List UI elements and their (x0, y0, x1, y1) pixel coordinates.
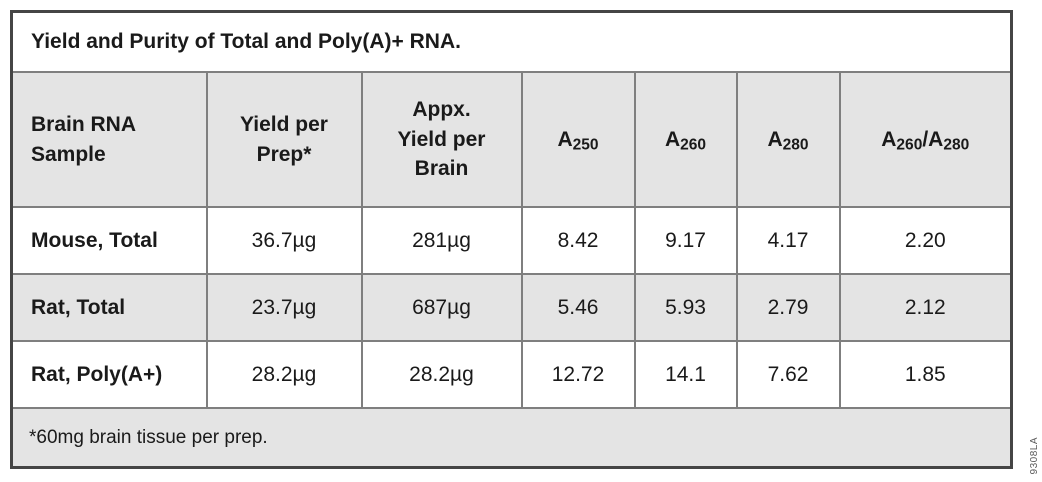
figure-number-watermark: 9308LA (1029, 436, 1040, 474)
a260-cell: 9.17 (633, 206, 738, 275)
table-footnote: *60mg brain tissue per prep. (10, 407, 1013, 469)
table-footnote-row: *60mg brain tissue per prep. (10, 407, 1013, 469)
col-header-a260-a280-ratio: A260/A280 (838, 71, 1013, 208)
ratio-sub1: 260 (896, 136, 923, 154)
a280-base: A (767, 127, 783, 151)
a260-cell: 5.93 (633, 273, 738, 342)
a250-base: A (557, 127, 573, 151)
a280-cell: 7.62 (735, 340, 841, 409)
rna-yield-purity-table: Yield and Purity of Total and Poly(A)+ R… (10, 10, 1014, 469)
a260-base: A (664, 127, 681, 151)
ratio-cell: 1.85 (838, 340, 1013, 409)
a280-sub: 280 (782, 136, 809, 154)
col-header-yield-per-prep: Yield per Prep* (205, 71, 363, 208)
ratio-cell: 2.20 (838, 206, 1013, 275)
table-header-row: Brain RNA Sample Yield per Prep* Appx. Y… (10, 71, 1013, 208)
a250-cell: 12.72 (520, 340, 636, 409)
a260-cell: 14.1 (633, 340, 738, 409)
col-header-a280: A280 (735, 71, 841, 208)
a250-cell: 8.42 (520, 206, 636, 275)
a250-sub: 250 (572, 136, 599, 154)
col-header-a260: A260 (633, 71, 738, 208)
ratio-sub2: 280 (943, 136, 970, 154)
table-row: Mouse, Total 36.7µg 281µg 8.42 9.17 4.17… (10, 206, 1013, 275)
col-header-sample: Brain RNA Sample (10, 71, 208, 208)
ratio-base1: A (881, 127, 897, 151)
a250-cell: 5.46 (520, 273, 636, 342)
yield-per-prep-cell: 36.7µg (205, 206, 363, 275)
col-header-yield-per-brain: Appx. Yield per Brain (360, 71, 523, 208)
a260-sub: 260 (680, 136, 707, 154)
sample-cell: Rat, Poly(A+) (10, 340, 208, 409)
table-title: Yield and Purity of Total and Poly(A)+ R… (10, 10, 1013, 73)
yield-per-prep-cell: 23.7µg (205, 273, 363, 342)
sample-cell: Mouse, Total (10, 206, 208, 275)
table-title-row: Yield and Purity of Total and Poly(A)+ R… (10, 10, 1013, 73)
yield-per-brain-cell: 28.2µg (360, 340, 523, 409)
yield-per-brain-cell: 687µg (360, 273, 523, 342)
yield-per-prep-cell: 28.2µg (205, 340, 363, 409)
yield-per-brain-cell: 281µg (360, 206, 523, 275)
table-row: Rat, Total 23.7µg 687µg 5.46 5.93 2.79 2… (10, 273, 1013, 342)
ratio-base2: /A (922, 127, 944, 151)
col-header-a250: A250 (520, 71, 636, 208)
ratio-cell: 2.12 (838, 273, 1013, 342)
a280-cell: 4.17 (735, 206, 841, 275)
sample-cell: Rat, Total (10, 273, 208, 342)
a280-cell: 2.79 (735, 273, 841, 342)
table-row: Rat, Poly(A+) 28.2µg 28.2µg 12.72 14.1 7… (10, 340, 1013, 409)
